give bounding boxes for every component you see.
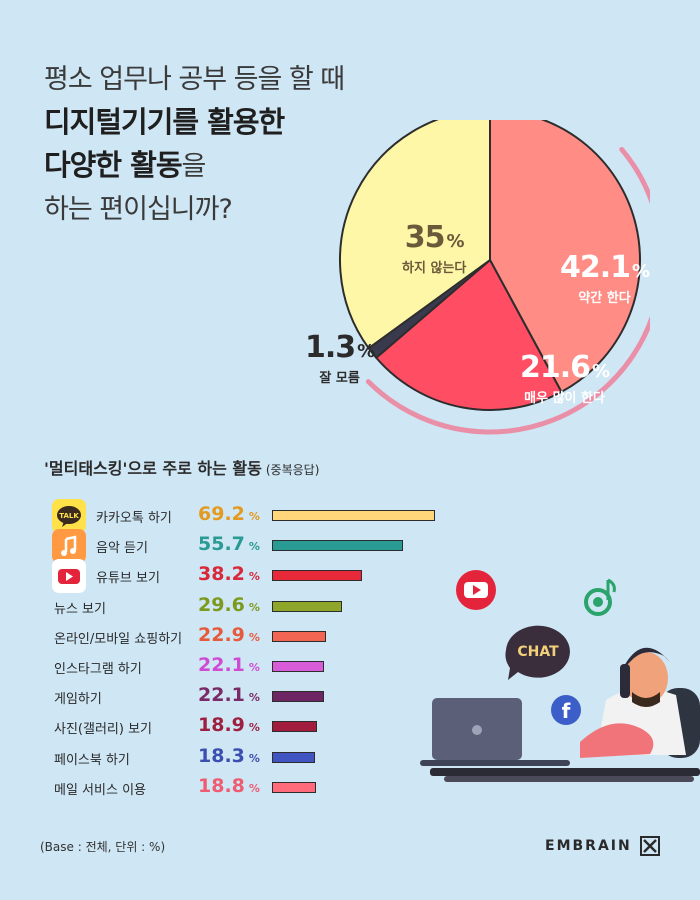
bar-section-title: '멀티태스킹'으로 주로 하는 활동 (중복응답) <box>44 455 319 479</box>
youtube-icon <box>52 559 86 594</box>
base-note: (Base : 전체, 단위 : %) <box>40 840 166 854</box>
title-line-2: 디지털기기를 활용한 <box>44 105 285 139</box>
bar-value-label: 18.9% <box>198 714 260 737</box>
bar <box>272 661 325 672</box>
bar-category-label: 유튜브 보기 <box>96 571 160 587</box>
pie-label-1: 42.1% 약간 한다 <box>560 250 650 306</box>
bar-value-label: 29.6% <box>198 593 260 616</box>
desk <box>430 768 700 776</box>
pie-label-value: 1.3% <box>305 330 375 365</box>
bar-value-label: 18.8% <box>198 774 260 797</box>
title-line-1: 평소 업무나 공부 등을 할 때 <box>44 64 345 95</box>
pie-label-name: 매우 많이 한다 <box>524 391 605 406</box>
bar <box>272 781 317 793</box>
bar-category-label: 사진(갤러리) 보기 <box>54 722 152 738</box>
chat-text: CHAT <box>517 644 559 660</box>
illustration: CHAT f <box>420 570 700 782</box>
brand-logo-text: EMBRAIN <box>545 838 632 854</box>
bar-value-label: 22.1% <box>198 684 260 707</box>
pie-label-4: 35% 하지 않는다 <box>402 220 466 276</box>
bar-section-subtitle: (중복응답) <box>265 463 320 477</box>
bar-category-label: 게임하기 <box>54 692 102 708</box>
laptop <box>420 698 570 766</box>
facebook-float-icon: f <box>551 695 581 725</box>
svg-text:f: f <box>562 699 571 723</box>
bar-category-label: 메일 서비스 이용 <box>54 782 146 798</box>
bar-category-label: 페이스북 하기 <box>54 752 130 768</box>
bar-row: 게임하기 22.1% <box>52 684 452 710</box>
pie-label-name: 잘 모름 <box>319 371 360 386</box>
music-float-icon <box>584 578 616 616</box>
bar <box>272 510 436 521</box>
desk-shadow <box>444 776 694 782</box>
music-icon <box>52 529 86 564</box>
bar-value-label: 18.3% <box>198 744 260 767</box>
pie-svg <box>339 120 650 435</box>
pie-label-name: 약간 한다 <box>578 291 631 306</box>
title-line-3-suffix: 을 <box>181 151 207 182</box>
title-line-3: 다양한 활동 <box>44 148 182 182</box>
bar <box>272 751 316 763</box>
bar-category-label: 카카오톡 하기 <box>96 511 172 526</box>
pie-label-value: 35% <box>404 220 465 255</box>
bar <box>272 570 363 582</box>
bar <box>272 721 317 733</box>
pie-label-2: 21.6% 매우 많이 한다 <box>520 350 610 406</box>
bar-row: TALK 카카오톡 하기 69.2% <box>52 499 452 533</box>
bar-row: 온라인/모바일 쇼핑하기 22.9% <box>52 624 452 650</box>
person-figure <box>580 647 700 758</box>
kakaotalk-icon: TALK <box>52 499 86 533</box>
chat-bubble: CHAT <box>505 625 570 680</box>
svg-text:TALK: TALK <box>59 512 79 520</box>
brand-logo-icon <box>640 836 660 856</box>
pie-slice-4 <box>339 120 491 350</box>
bar-row: 인스타그램 하기 22.1% <box>52 654 452 680</box>
bar-row: 페이스북 하기 18.3% <box>52 745 452 771</box>
pie-label-value: 42.1% <box>560 250 650 285</box>
pie-decor-ring <box>365 146 650 435</box>
bar-row: 뉴스 보기 29.6% <box>52 594 452 620</box>
bar-row: 유튜브 보기 38.2% <box>52 559 452 594</box>
bar-category-label: 뉴스 보기 <box>54 601 106 617</box>
bar-category-label: 인스타그램 하기 <box>54 662 142 677</box>
pie-label-3: 1.3% 잘 모름 <box>305 330 375 386</box>
bar-row: 사진(갤러리) 보기 18.9% <box>52 714 452 740</box>
pie-slice-2 <box>374 258 563 411</box>
bar-value-label: 69.2% <box>198 503 260 525</box>
bar <box>272 630 326 642</box>
bar-category-label: 온라인/모바일 쇼핑하기 <box>54 631 183 647</box>
main-title: 평소 업무나 공부 등을 할 때 디지털기기를 활용한 다양한 활동을 하는 편… <box>44 58 374 231</box>
pie-label-name: 하지 않는다 <box>402 261 467 276</box>
bar-category-label: 음악 듣기 <box>96 541 148 557</box>
bar-row: 음악 듣기 55.7% <box>52 529 452 564</box>
bar-row: 메일 서비스 이용 18.8% <box>52 775 452 801</box>
youtube-float-icon <box>456 570 496 610</box>
pie-label-value: 21.6% <box>520 350 610 385</box>
pie-chart: 42.1% 약간 한다 21.6% 매우 많이 한다 1.3% 잘 모름 35% 하지 않는다 <box>305 120 650 450</box>
bar <box>272 600 342 612</box>
bar-value-label: 55.7% <box>198 533 260 556</box>
bar-value-label: 22.9% <box>198 623 260 646</box>
title-line-4: 하는 편이십니까? <box>44 194 233 225</box>
bar-value-label: 38.2% <box>198 563 260 586</box>
bar <box>272 540 404 552</box>
bar <box>272 691 325 703</box>
bar-section-title-text: '멀티태스킹'으로 주로 하는 활동 <box>44 459 262 478</box>
pie-slice-1 <box>489 120 641 394</box>
bar-value-label: 22.1% <box>198 654 260 676</box>
